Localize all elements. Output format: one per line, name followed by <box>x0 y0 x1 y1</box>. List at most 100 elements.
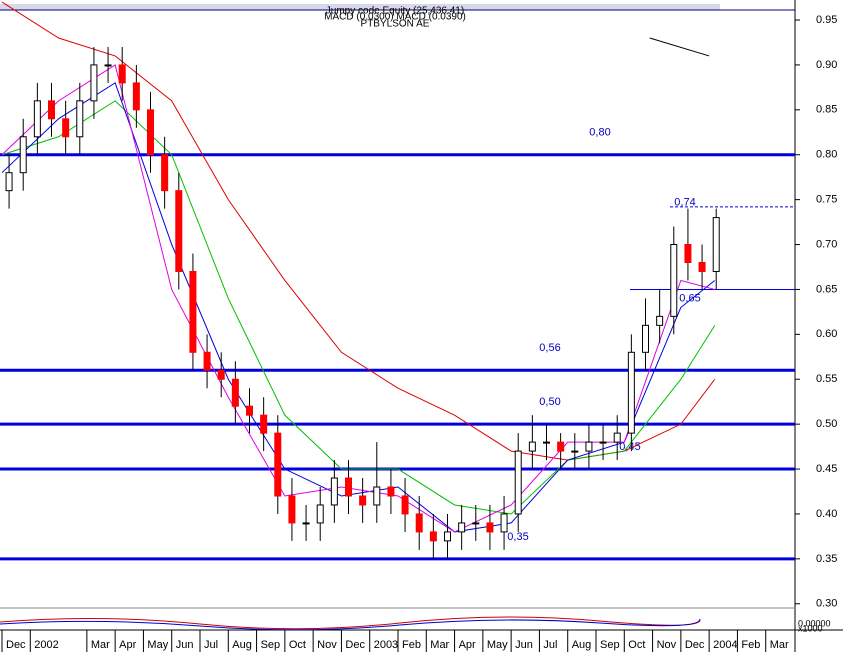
candle-body <box>656 315 664 326</box>
candle-body <box>429 531 437 542</box>
candle-body <box>557 441 565 452</box>
candle-body <box>500 513 508 533</box>
x-tick-label: Dec <box>345 639 365 651</box>
candle-body <box>330 477 338 506</box>
candle-body <box>486 522 494 533</box>
candle-body <box>19 136 27 174</box>
y-tick-label: 0.90 <box>816 59 837 71</box>
x-tick-label: May <box>147 639 168 651</box>
x-tick-label: Feb <box>741 639 760 651</box>
symbol: PTBYLSON AE <box>361 19 430 30</box>
x-tick-label: May <box>487 639 508 651</box>
x-tick-label: Nov <box>317 639 337 651</box>
x-tick-label: Oct <box>628 639 645 651</box>
candle-body <box>62 118 70 138</box>
candle-body <box>514 450 522 515</box>
y-tick-label: 0.75 <box>816 194 837 206</box>
x-tick-label: Feb <box>402 639 421 651</box>
x-tick-label: 2004 <box>713 639 737 651</box>
candle-body <box>246 405 253 416</box>
candle-body <box>260 414 268 434</box>
x-tick-label: Mar <box>430 639 449 651</box>
candle-body <box>104 64 112 67</box>
x-tick-label: Aug <box>572 639 592 651</box>
candle-body <box>359 495 367 506</box>
candle-body <box>231 378 239 407</box>
level-label: 0,56 <box>539 342 560 354</box>
y-tick-label: 0.95 <box>816 14 837 26</box>
y-tick-label: 0.80 <box>816 149 837 161</box>
candle-body <box>543 441 550 444</box>
candle-body <box>316 504 324 524</box>
y-tick-label: 0.50 <box>816 418 837 430</box>
candle-body <box>670 244 678 317</box>
x-tick-label: Jul <box>543 639 557 651</box>
x-tick-label: 2002 <box>34 639 58 651</box>
indicator-tick: 0.00000 <box>798 618 831 628</box>
x-tick-label: Jul <box>204 639 218 651</box>
candle-body <box>458 522 466 533</box>
level-label: 0,74 <box>674 197 695 209</box>
y-tick-label: 0.85 <box>816 104 837 116</box>
chart-subtitle: MACD (0.0300) MACD (0.0390) <box>324 12 466 23</box>
candle-body <box>627 351 635 434</box>
x-tick-label: Jun <box>515 639 533 651</box>
x-tick-label: Oct <box>289 639 306 651</box>
x-tick-label: Mar <box>91 639 110 651</box>
chart-title: Jumpy code Equity (25,436.41) <box>326 6 464 17</box>
candle-body <box>472 522 480 525</box>
x-tick-label: Aug <box>232 639 252 651</box>
candle-body <box>642 324 649 353</box>
x-tick-label: Nov <box>657 639 677 651</box>
y-tick-label: 0.60 <box>816 328 837 340</box>
candle-body <box>684 244 692 263</box>
y-tick-label: 0.55 <box>816 373 837 385</box>
candle-body <box>217 369 225 380</box>
candle-body <box>288 495 296 524</box>
indicator-line <box>0 616 701 630</box>
top-strip <box>0 4 720 10</box>
candle-body <box>90 64 98 102</box>
candle-body <box>118 64 126 84</box>
moving-average <box>649 37 710 57</box>
x-tick-label: Sep <box>261 639 281 651</box>
level-label: 0,35 <box>507 531 528 543</box>
x-tick-label: Jun <box>176 639 194 651</box>
candle-body <box>444 531 451 542</box>
candle-body <box>274 432 282 497</box>
y-tick-label: 0.30 <box>816 598 837 610</box>
candle-body <box>76 100 84 138</box>
candle-body <box>147 109 154 156</box>
candle-body <box>585 441 593 452</box>
indicator-scale: x1000 <box>798 623 823 633</box>
candle-body <box>599 441 607 444</box>
candle-body <box>48 100 55 120</box>
candle-body <box>302 522 310 525</box>
candle-body <box>373 486 381 506</box>
candle-body <box>698 261 706 272</box>
level-label: 0,80 <box>589 127 610 139</box>
y-tick-label: 0.70 <box>816 238 837 250</box>
candle-body <box>33 100 41 138</box>
x-tick-label: Apr <box>119 639 136 651</box>
candle-body <box>175 190 183 272</box>
candle-body <box>401 495 409 515</box>
candle-body <box>387 486 395 497</box>
x-tick-label: Dec <box>6 639 26 651</box>
indicator-line <box>0 618 701 631</box>
candle-body <box>132 82 140 111</box>
candle-body <box>528 441 536 452</box>
candle-body <box>161 154 169 192</box>
candle-body <box>571 450 579 453</box>
candle-body <box>203 351 211 371</box>
candle-body <box>189 270 197 353</box>
x-tick-label: 2003 <box>374 639 398 651</box>
x-tick-label: Apr <box>459 639 476 651</box>
y-tick-label: 0.40 <box>816 508 837 520</box>
candle-body <box>712 217 720 272</box>
y-tick-label: 0.65 <box>816 283 837 295</box>
candle-body <box>345 477 352 497</box>
level-label: 0,50 <box>539 396 560 408</box>
